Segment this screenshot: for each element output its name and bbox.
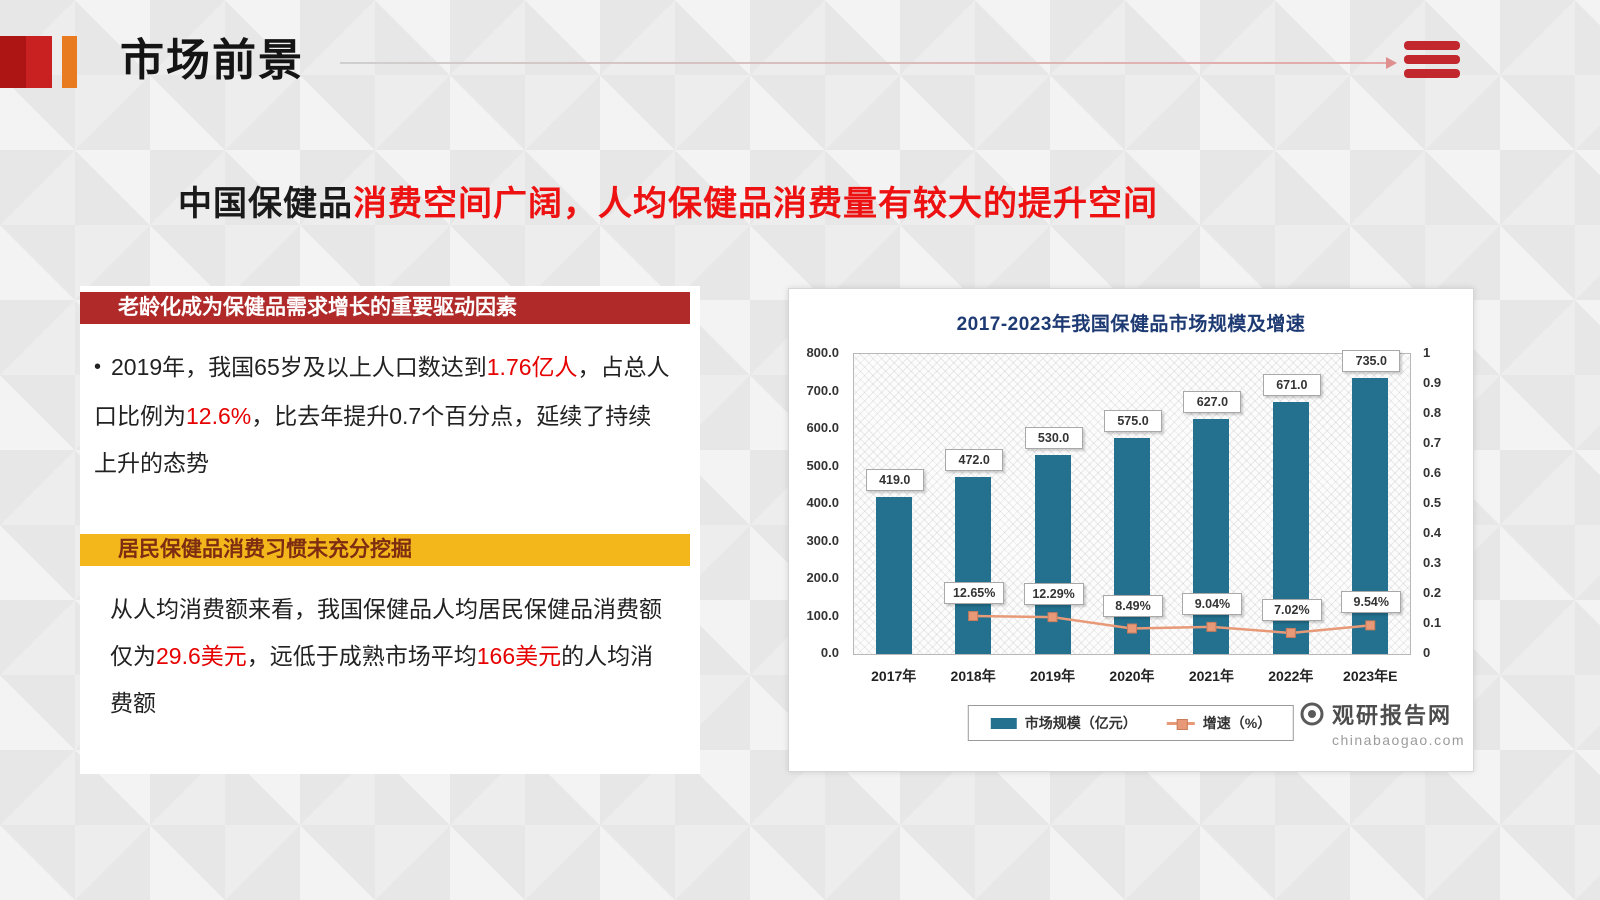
x-axis-label: 2021年 (1188, 668, 1234, 684)
watermark: 观研报告网 chinabaogao.com (1298, 698, 1465, 748)
chart-title: 2017-2023年我国保健品市场规模及增速 (956, 314, 1306, 335)
watermark-row: 观研报告网 (1298, 698, 1465, 730)
bar (1114, 438, 1150, 654)
growth-line (968, 611, 1376, 638)
growth-value-label: 12.65% (944, 582, 1005, 605)
bar-value-label: 530.0 (1024, 427, 1083, 450)
y-axis-left: 800.0 700.0 600.0 500.0 400.0 300.0 200.0 100.0… (791, 345, 845, 660)
headline: 中国保健品消费空间广阔，人均保健品消费量有较大的提升空间 (178, 176, 1438, 225)
text-segment: ，比去年提升0.7个百分点，延续了持续上升的态势 (94, 403, 652, 476)
growth-point (1127, 623, 1137, 634)
x-axis-label: 2023年E (1343, 668, 1398, 684)
y-axis-label-left: 700.0 (806, 382, 839, 398)
hamburger-menu-icon[interactable] (1404, 41, 1460, 83)
growth-point (1285, 627, 1296, 638)
text-segment: 166美元 (476, 643, 562, 669)
y-axis-label-left: 600.0 (806, 420, 839, 435)
text-segment: 的人均消费额 (110, 643, 654, 716)
y-axis-label-left: 500.0 (806, 457, 839, 473)
legend-marker-square (1176, 718, 1188, 730)
legend-item: 增速（%） (1166, 713, 1272, 733)
section-banner-aging: 老龄化成为保健品需求增长的重要驱动因素 (80, 292, 690, 324)
accent-square (0, 36, 52, 88)
text-segment: ，占总人口比例为 (94, 354, 670, 429)
chart-legend: 市场规模（亿元） 增速（%） (967, 705, 1295, 741)
bullet-icon: • (94, 356, 102, 378)
growth-value-label: 9.04% (1182, 592, 1243, 615)
legend-item: 市场规模（亿元） (990, 713, 1137, 733)
y-axis-label-right: 0.5 (1423, 495, 1442, 510)
watermark-domain: chinabaogao.com (1332, 732, 1466, 748)
divider-line (340, 62, 1386, 64)
growth-point (1206, 621, 1217, 632)
watermark-logo-icon (1300, 702, 1324, 726)
left-panel: 老龄化成为保健品需求增长的重要驱动因素 • 2019年，我国65岁及以上人口数达到… (80, 286, 700, 774)
y-axis-label-right: 0.1 (1423, 615, 1442, 630)
bar-value-label: 627.0 (1183, 390, 1242, 413)
paragraph-aging-text: 2019年，我国65岁及以上人口数达到1.76亿人，占总人口比例为12.6%，比… (94, 354, 670, 476)
paragraph-consumption: 从人均消费额来看，我国保健品人均居民保健品消费额仅为29.6美元，远低于成熟市场… (110, 586, 672, 727)
watermark-name: 观研报告网 (1332, 703, 1453, 728)
y-axis-label-right: 1 (1423, 345, 1431, 360)
y-axis-label-left: 400.0 (806, 495, 839, 510)
y-axis-label-right: 0.9 (1423, 375, 1442, 390)
accent-bar (62, 36, 77, 88)
growth-point (1365, 620, 1376, 631)
growth-point (1047, 612, 1058, 623)
y-axis-label-left: 100.0 (806, 607, 839, 623)
growth-value-label: 9.54% (1341, 591, 1402, 614)
text-segment: ，远低于成熟市场平均 (246, 643, 477, 669)
growth-value-label: 7.02% (1261, 598, 1322, 621)
y-axis-label-right: 0.7 (1423, 435, 1442, 450)
headline-prefix: 中国保健品 (178, 185, 353, 223)
text-segment: 1.76亿人 (486, 354, 578, 380)
x-axis-label: 2017年 (871, 668, 917, 684)
x-axis-label: 2020年 (1109, 668, 1155, 684)
bar (875, 496, 912, 654)
text-segment: 29.6美元 (156, 643, 247, 669)
legend-label: 市场规模（亿元） (1024, 715, 1137, 731)
text-segment: 12.6% (186, 403, 252, 429)
bar-value-label: 735.0 (1342, 350, 1401, 373)
bar (955, 477, 992, 654)
plot-area: 419.0 472.0 530.0 575.0 627.0 671.0 735.0 12.65… (853, 350, 1411, 684)
y-axis-label-left: 0.0 (820, 645, 839, 660)
chart-panel: 2017-2023年我国保健品市场规模及增速 800.0 700.0 600.0 50… (788, 288, 1474, 772)
page-title: 市场前景 (120, 36, 304, 85)
y-axis-label-right: 0 (1423, 645, 1431, 660)
legend-marker-line (1166, 718, 1195, 730)
y-axis-label-left: 300.0 (806, 532, 839, 548)
section-banner-consumption: 居民保健品消费习惯未充分挖掘 (80, 534, 690, 566)
y-axis-label-right: 0.4 (1423, 525, 1442, 540)
legend-label: 增速（%） (1202, 715, 1272, 731)
arrow-icon (1386, 57, 1397, 69)
growth-point (968, 611, 979, 622)
y-axis-right: 1 0.9 0.8 0.7 0.6 0.5 0.4 0.3 0.2 0.1 0 (1417, 345, 1463, 660)
x-axis-label: 2019年 (1029, 668, 1076, 684)
legend-marker-bar (990, 717, 1017, 729)
menu-bar (1404, 69, 1460, 78)
text-segment: 2019年，我国65岁及以上人口数达到 (111, 354, 487, 380)
bar-value-label: 671.0 (1262, 374, 1321, 397)
text-segment: 从人均消费额来看，我国保健品人均居民保健品消费额仅为 (110, 596, 662, 669)
y-axis-label-right: 0.3 (1423, 555, 1442, 570)
bar-value-label: 419.0 (865, 468, 924, 491)
menu-bar (1404, 55, 1460, 64)
bar-value-label: 472.0 (945, 449, 1004, 471)
bar-value-label: 575.0 (1104, 410, 1162, 433)
headline-emphasis: 消费空间广阔，人均保健品消费量有较大的提升空间 (353, 185, 1158, 223)
y-axis-label-left: 800.0 (806, 345, 839, 360)
menu-bar (1404, 41, 1460, 50)
growth-value-label: 8.49% (1103, 594, 1163, 617)
paragraph-aging: • 2019年，我国65岁及以上人口数达到1.76亿人，占总人口比例为12.6%，… (94, 344, 674, 487)
y-axis-label-right: 0.6 (1423, 465, 1442, 480)
x-axis-label: 2022年 (1268, 668, 1314, 684)
y-axis-label-right: 0.2 (1423, 585, 1442, 600)
growth-value-label: 12.29% (1023, 583, 1084, 606)
x-axis-label: 2018年 (950, 668, 996, 684)
y-axis-label-right: 0.8 (1423, 405, 1442, 420)
y-axis-label-left: 200.0 (806, 570, 839, 585)
